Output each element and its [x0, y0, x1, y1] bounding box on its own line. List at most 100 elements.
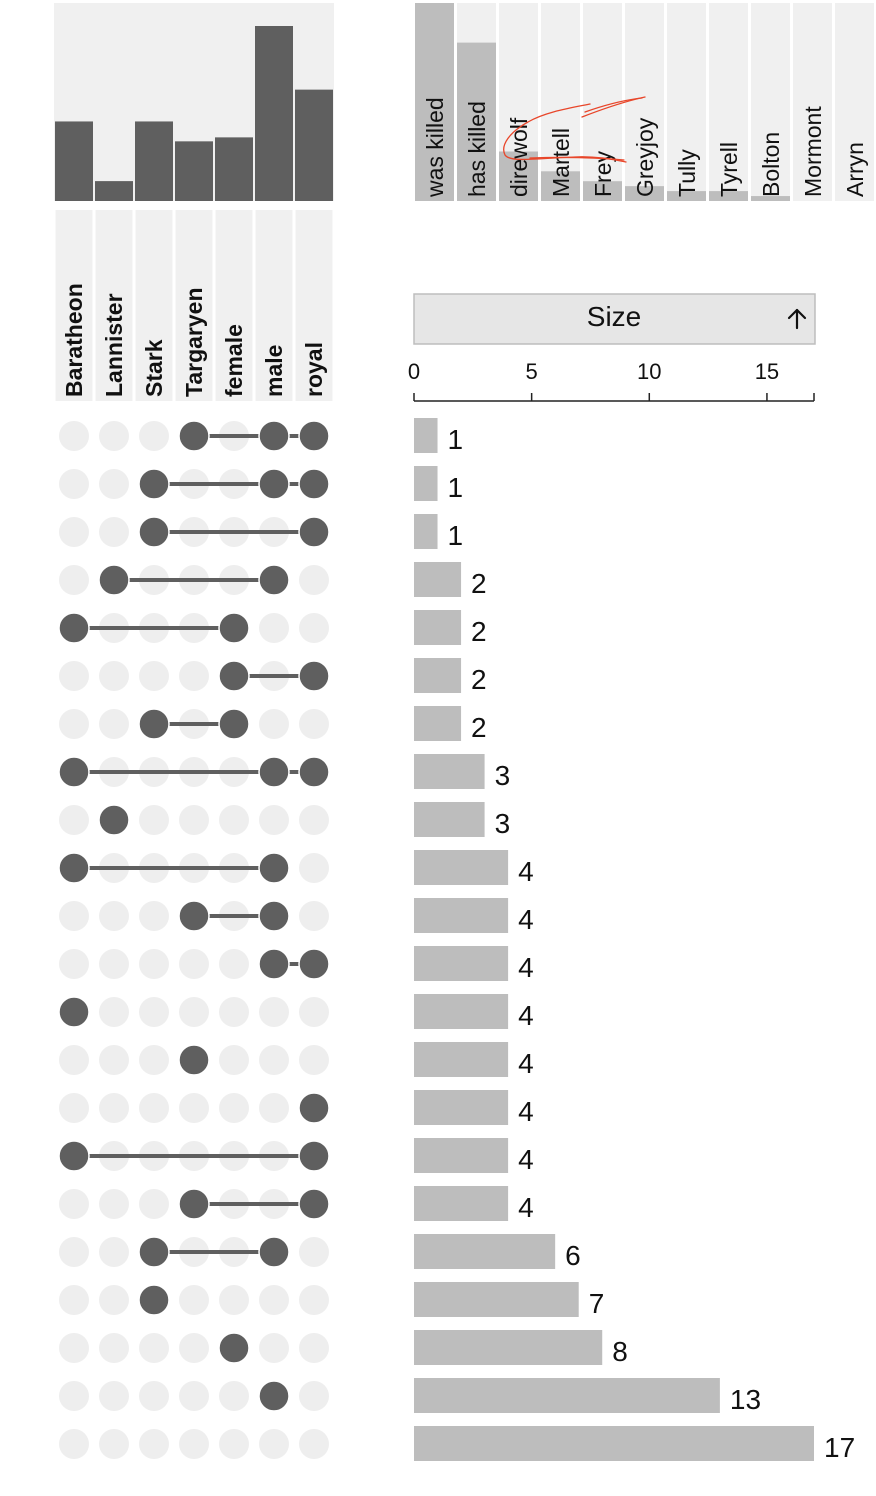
size-axis-tick-label: 0	[408, 359, 420, 384]
attribute-column[interactable]	[583, 3, 622, 201]
intersection-size-bar[interactable]	[414, 1330, 603, 1365]
intersection-row[interactable]	[59, 1188, 330, 1220]
intersection-size-bar[interactable]	[414, 1090, 509, 1125]
set-column-header[interactable]	[215, 210, 253, 401]
matrix-dot-on	[98, 804, 130, 836]
intersection-row[interactable]	[59, 1236, 329, 1268]
attribute-column[interactable]	[709, 3, 748, 201]
set-size-bar-targaryen[interactable]	[175, 141, 213, 201]
intersection-row[interactable]	[59, 564, 329, 596]
matrix-dot-on	[258, 1236, 290, 1268]
set-size-bar-baratheon[interactable]	[55, 121, 93, 201]
attribute-bar	[541, 171, 580, 201]
attribute-label: direwolf	[506, 117, 532, 197]
matrix-dot-off	[99, 661, 129, 691]
intersection-size-bar[interactable]	[414, 898, 509, 933]
set-label: Stark	[141, 339, 167, 397]
matrix-dot-off	[99, 901, 129, 931]
intersection-row[interactable]	[59, 1284, 329, 1316]
matrix-dot-off	[99, 421, 129, 451]
intersection-size-bar[interactable]	[414, 1186, 509, 1221]
intersection-size-bar[interactable]	[414, 850, 509, 885]
intersection-size-bar[interactable]	[414, 946, 509, 981]
intersection-size-bar[interactable]	[414, 514, 438, 549]
intersection-row[interactable]	[59, 1380, 329, 1412]
set-column-header[interactable]	[175, 210, 213, 401]
matrix-dot-off	[299, 1237, 329, 1267]
intersection-size-bar[interactable]	[414, 1378, 720, 1413]
matrix-dot-off	[59, 517, 89, 547]
intersection-size-bar[interactable]	[414, 994, 509, 1029]
set-size-bar-male[interactable]	[255, 26, 293, 201]
attribute-label: Tully	[674, 149, 700, 197]
intersection-row[interactable]	[58, 852, 329, 884]
intersection-size-bar[interactable]	[414, 610, 462, 645]
matrix-dot-off	[179, 949, 209, 979]
matrix-dot-off	[299, 1381, 329, 1411]
attribute-column[interactable]	[625, 3, 664, 201]
set-size-bar-lannister[interactable]	[95, 181, 133, 201]
attribute-column[interactable]	[751, 3, 790, 201]
intersection-row[interactable]	[59, 1044, 329, 1076]
matrix-dot-off	[59, 1093, 89, 1123]
matrix-dot-off	[99, 1429, 129, 1459]
intersection-row[interactable]	[59, 468, 330, 500]
intersection-size-bar[interactable]	[414, 1234, 556, 1269]
intersection-size-bar[interactable]	[414, 562, 462, 597]
intersection-row[interactable]	[59, 420, 330, 452]
set-size-bar-stark[interactable]	[135, 121, 173, 201]
arrow-up-icon	[787, 308, 807, 330]
intersection-row[interactable]	[58, 756, 330, 788]
set-column-header[interactable]	[55, 210, 93, 401]
set-column-header[interactable]	[135, 210, 173, 401]
set-column-header[interactable]	[255, 210, 293, 401]
intersection-row[interactable]	[59, 900, 329, 932]
set-label: Lannister	[101, 293, 127, 397]
intersection-row[interactable]	[59, 948, 330, 980]
intersection-size-bar[interactable]	[414, 466, 438, 501]
intersection-size-bar[interactable]	[414, 1426, 814, 1461]
attribute-bar	[751, 196, 790, 201]
attribute-column[interactable]	[541, 3, 580, 201]
set-column-header[interactable]	[295, 210, 333, 401]
intersection-size-bar[interactable]	[414, 706, 462, 741]
intersection-size-label: 3	[495, 760, 511, 791]
intersection-row[interactable]	[59, 1429, 329, 1459]
set-size-bar-royal[interactable]	[295, 89, 333, 201]
intersection-row[interactable]	[58, 612, 329, 644]
intersection-size-bar[interactable]	[414, 658, 462, 693]
intersection-size-label: 4	[518, 1048, 534, 1079]
set-labels: Baratheon Lannister Stark Targaryen female ma…	[55, 210, 333, 401]
intersection-row[interactable]	[58, 1140, 330, 1172]
intersection-size-bar[interactable]	[414, 418, 438, 453]
sort-by-size-button[interactable]: Size	[413, 293, 816, 345]
intersection-size-bar[interactable]	[414, 1042, 509, 1077]
attribute-column[interactable]	[793, 3, 832, 201]
intersection-size-bar[interactable]	[414, 754, 485, 789]
matrix-dot-on	[298, 468, 330, 500]
matrix-dot-off	[259, 997, 289, 1027]
intersection-row[interactable]	[59, 1332, 329, 1364]
intersection-row[interactable]	[59, 708, 329, 740]
attribute-column[interactable]	[667, 3, 706, 201]
set-column-header[interactable]	[95, 210, 133, 401]
matrix-dot-off	[139, 1093, 169, 1123]
sort-button-background	[413, 293, 816, 345]
intersection-row[interactable]	[59, 1092, 330, 1124]
matrix-dot-on	[298, 756, 330, 788]
matrix-dot-off	[219, 1285, 249, 1315]
matrix-dot-off	[99, 1285, 129, 1315]
matrix-dot-on	[138, 708, 170, 740]
intersection-size-bar[interactable]	[414, 1138, 509, 1173]
intersection-size-bar[interactable]	[414, 1282, 579, 1317]
matrix-dot-off	[139, 421, 169, 451]
intersection-row[interactable]	[59, 804, 329, 836]
set-size-bar-female[interactable]	[215, 137, 253, 201]
intersection-row[interactable]	[58, 996, 329, 1028]
intersection-size-label: 6	[565, 1240, 581, 1271]
attribute-column[interactable]	[835, 3, 874, 201]
intersection-row[interactable]	[59, 660, 330, 692]
matrix-dot-off	[259, 1333, 289, 1363]
intersection-size-bar[interactable]	[414, 802, 485, 837]
intersection-row[interactable]	[59, 516, 330, 548]
